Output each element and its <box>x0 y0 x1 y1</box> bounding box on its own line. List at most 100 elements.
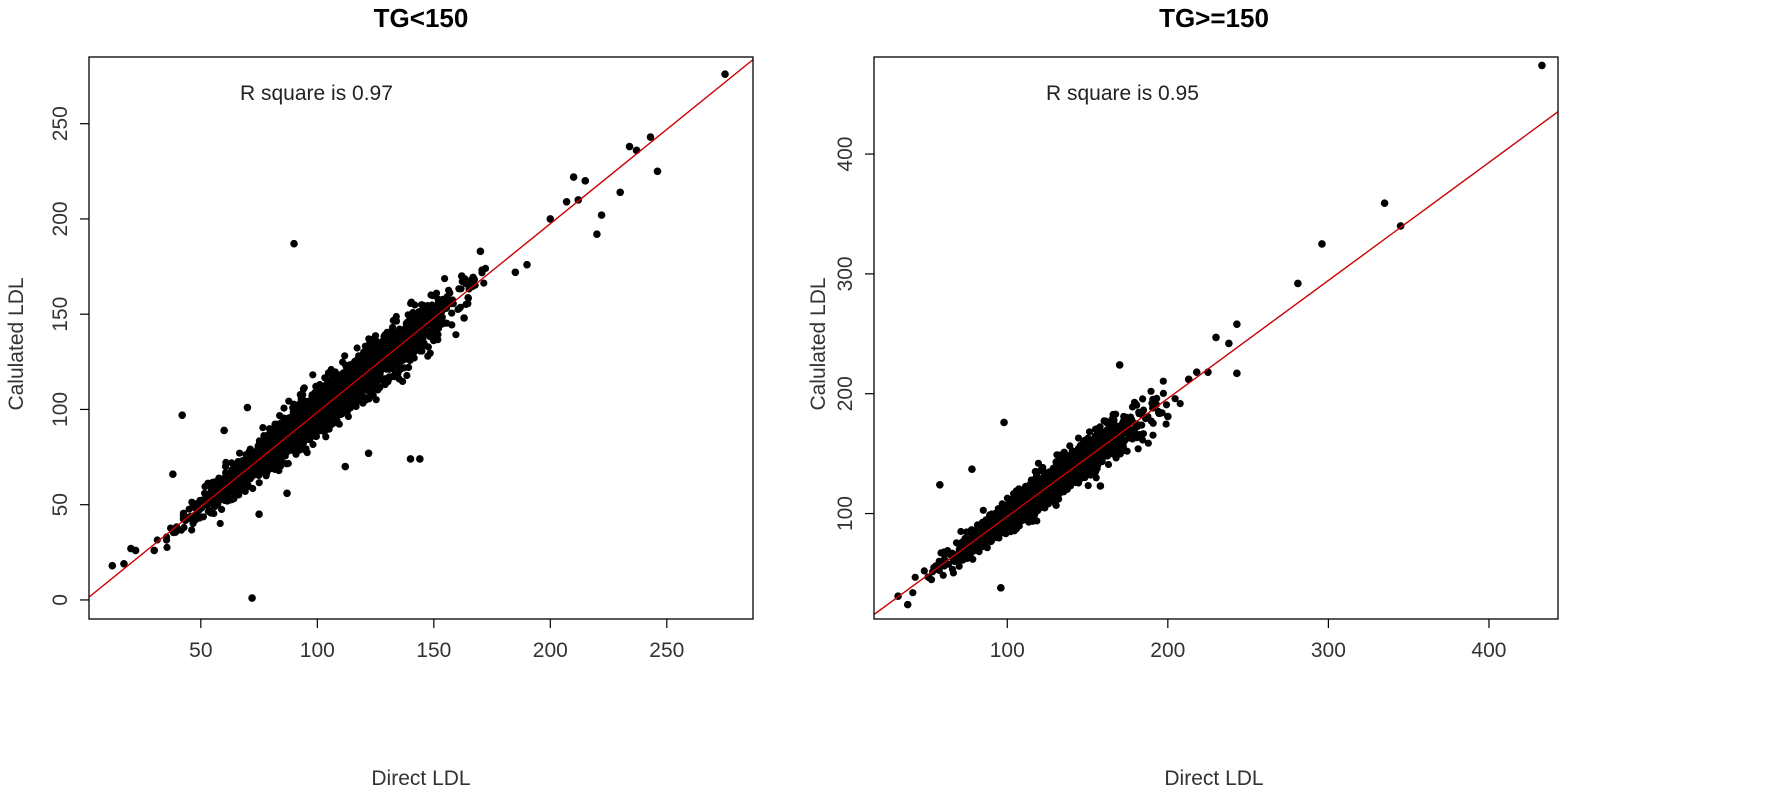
data-point <box>981 524 989 532</box>
y-tick-label: 100 <box>49 392 72 427</box>
outlier-point <box>546 215 555 223</box>
data-point <box>1176 400 1184 408</box>
data-point <box>1147 417 1155 425</box>
data-point <box>1039 467 1047 475</box>
outlier-point <box>632 146 641 155</box>
data-point <box>1034 459 1042 467</box>
data-point <box>478 266 486 274</box>
data-point <box>289 443 297 451</box>
data-point <box>1144 439 1152 447</box>
data-point <box>216 519 224 528</box>
data-point <box>430 334 438 342</box>
data-point <box>398 327 406 335</box>
data-point <box>1052 501 1060 509</box>
plot-frame <box>88 56 754 620</box>
outlier-point <box>364 449 373 458</box>
outlier-point <box>903 600 912 609</box>
data-point <box>1093 465 1101 473</box>
data-point <box>1088 437 1096 446</box>
data-point <box>1055 451 1064 459</box>
data-point <box>259 424 267 432</box>
data-point <box>246 445 254 453</box>
data-point <box>329 415 337 423</box>
data-point <box>1133 423 1141 431</box>
data-point <box>942 559 950 567</box>
data-point <box>359 358 367 366</box>
data-point <box>222 458 230 466</box>
data-point <box>1064 466 1072 474</box>
data-point <box>256 461 264 469</box>
data-point <box>354 365 362 373</box>
data-point <box>350 389 358 397</box>
data-point <box>306 407 314 415</box>
data-point <box>966 552 974 560</box>
data-point <box>228 473 236 481</box>
data-point <box>313 425 321 433</box>
outlier-point <box>593 230 601 238</box>
x-tick-label: 150 <box>416 639 451 662</box>
data-point <box>406 356 414 365</box>
outlier-point <box>169 470 177 479</box>
data-point <box>246 451 254 459</box>
data-point <box>1135 410 1143 418</box>
data-point <box>340 378 348 386</box>
data-point <box>312 432 320 440</box>
data-point <box>337 410 345 418</box>
data-point <box>254 448 262 456</box>
data-point <box>227 486 236 494</box>
data-point <box>1005 502 1014 510</box>
data-point <box>978 537 986 545</box>
data-point <box>309 371 317 379</box>
data-point <box>480 279 488 287</box>
data-point <box>404 324 412 333</box>
data-point <box>1139 436 1147 444</box>
data-point <box>920 567 928 575</box>
data-point <box>1162 401 1171 409</box>
data-point <box>318 388 326 396</box>
outlier-point <box>460 314 468 322</box>
x-axis-label: Direct LDL <box>1164 767 1263 790</box>
data-point <box>373 377 381 385</box>
data-point <box>419 335 427 343</box>
data-point <box>1100 417 1108 425</box>
outlier-point <box>936 480 944 489</box>
data-point <box>438 302 447 310</box>
data-point <box>1118 424 1126 432</box>
data-point <box>380 377 388 385</box>
data-point <box>464 294 472 302</box>
data-point <box>418 301 426 309</box>
data-point <box>443 319 451 327</box>
outlier-point <box>248 594 256 602</box>
data-point <box>408 350 416 358</box>
data-point <box>425 327 433 335</box>
data-point <box>1018 507 1026 515</box>
data-point <box>433 321 441 329</box>
data-point <box>300 384 308 392</box>
outlier-point <box>120 559 128 568</box>
data-point <box>207 484 215 492</box>
data-point <box>361 386 370 394</box>
data-point <box>384 365 392 373</box>
data-point <box>282 430 290 438</box>
data-point <box>1053 490 1061 498</box>
data-point <box>1026 497 1034 505</box>
data-point <box>282 424 290 433</box>
data-point <box>393 356 401 364</box>
outlier-point <box>178 411 186 419</box>
data-point <box>250 470 258 478</box>
data-point <box>204 507 212 516</box>
data-point <box>368 340 377 348</box>
data-point <box>1111 435 1119 444</box>
data-point <box>986 518 994 526</box>
outlier-point <box>562 197 571 206</box>
data-point <box>456 303 464 311</box>
data-point <box>958 539 966 547</box>
y-axis-label: Calulated LDL <box>807 277 830 410</box>
data-point <box>445 286 453 294</box>
x-tick-label: 200 <box>1150 639 1185 662</box>
data-point <box>1034 494 1042 502</box>
data-point <box>297 428 305 436</box>
data-point <box>360 365 368 373</box>
data-point <box>1056 480 1064 488</box>
data-point <box>1131 400 1140 408</box>
